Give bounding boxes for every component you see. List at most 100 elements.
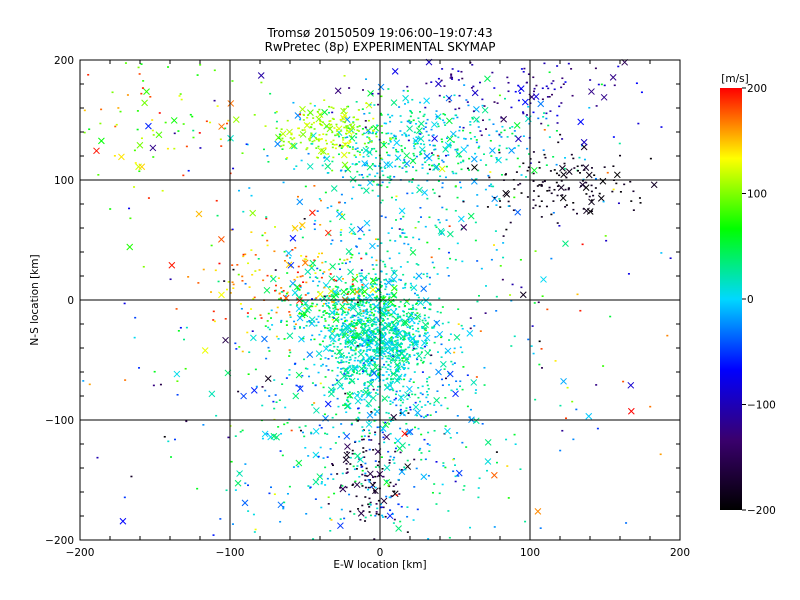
- data-point-dot: [404, 373, 407, 376]
- data-point-dot: [349, 347, 352, 349]
- data-point-dot: [353, 513, 356, 515]
- data-point-dot: [383, 441, 386, 444]
- data-point-dot: [416, 362, 419, 365]
- data-point-dot: [266, 239, 269, 242]
- data-point-dot: [330, 243, 333, 245]
- data-point-dot: [387, 113, 390, 116]
- data-point-dot: [495, 451, 498, 453]
- data-point-dot: [473, 135, 476, 138]
- data-point-dot: [495, 249, 498, 251]
- data-point-dot: [529, 158, 532, 160]
- data-point-cross: [406, 385, 413, 393]
- data-point-dot: [350, 300, 353, 302]
- data-point-dot: [333, 327, 336, 330]
- data-point-dot: [185, 420, 188, 423]
- data-point-dot: [462, 160, 465, 163]
- data-point-dot: [409, 325, 412, 328]
- data-point-dot: [352, 465, 355, 468]
- data-point-dot: [360, 318, 363, 321]
- data-point-cross: [195, 210, 203, 218]
- data-point-dot: [363, 398, 366, 401]
- data-point-dot: [517, 184, 520, 186]
- data-point-dot: [246, 312, 249, 314]
- data-point-dot: [413, 341, 416, 343]
- data-point-dot: [459, 161, 462, 164]
- data-point-dot: [375, 283, 378, 286]
- data-point-dot: [340, 240, 343, 242]
- data-point-dot: [305, 123, 308, 125]
- data-point-dot: [374, 157, 377, 159]
- data-point-dot: [384, 300, 387, 302]
- data-point-dot: [299, 285, 302, 287]
- data-point-cross: [393, 361, 401, 369]
- data-point-dot: [87, 73, 90, 76]
- data-point-dot: [375, 150, 378, 153]
- data-point-dot: [375, 355, 378, 357]
- data-point-dot: [346, 341, 349, 343]
- data-point-dot: [378, 372, 381, 374]
- data-point-dot: [429, 414, 432, 417]
- data-point-dot: [333, 144, 336, 146]
- data-point-dot: [286, 157, 289, 159]
- data-point-dot: [341, 146, 344, 148]
- data-point-dot: [330, 106, 333, 109]
- data-point-dot: [447, 275, 450, 277]
- data-point-dot: [444, 124, 447, 126]
- data-point-dot: [232, 167, 235, 170]
- y-tick-label: 200: [54, 55, 74, 67]
- data-point-dot: [395, 494, 398, 496]
- data-point-dot: [317, 145, 320, 148]
- data-point-dot: [445, 219, 448, 221]
- data-point-dot: [360, 257, 363, 260]
- data-point-dot: [475, 139, 478, 141]
- data-point-cross: [357, 225, 364, 233]
- data-point-dot: [433, 325, 436, 328]
- data-point-dot: [344, 332, 347, 334]
- data-point-dot: [152, 384, 155, 387]
- data-point-dot: [285, 320, 288, 323]
- data-point-dot: [374, 133, 377, 135]
- data-point-dot: [582, 208, 585, 210]
- data-point-dot: [401, 134, 404, 136]
- data-point-dot: [363, 132, 366, 135]
- data-point-dot: [349, 253, 352, 255]
- data-point-dot: [331, 464, 334, 467]
- data-point-dot: [532, 180, 535, 182]
- data-point-dot: [317, 315, 320, 318]
- data-point-dot: [550, 257, 553, 260]
- data-point-dot: [351, 449, 354, 452]
- data-point-dot: [357, 407, 360, 410]
- data-point-dot: [585, 181, 588, 184]
- data-point-cross: [470, 379, 478, 386]
- data-point-dot: [428, 144, 431, 146]
- data-point-dot: [367, 321, 370, 324]
- data-point-dot: [324, 260, 327, 263]
- data-point-dot: [371, 340, 374, 343]
- data-point-dot: [329, 126, 332, 129]
- data-point-dot: [461, 260, 464, 263]
- data-point-dot: [466, 167, 469, 170]
- data-point-dot: [632, 209, 635, 211]
- data-point-dot: [261, 437, 264, 440]
- data-point-dot: [387, 396, 390, 399]
- data-point-dot: [415, 347, 418, 350]
- data-point-dot: [173, 438, 176, 441]
- data-point-dot: [438, 94, 441, 97]
- data-point-dot: [370, 324, 373, 326]
- data-point-dot: [373, 361, 376, 364]
- data-point-dot: [559, 404, 562, 407]
- data-point-cross: [336, 210, 343, 218]
- data-point-dot: [313, 363, 316, 366]
- data-point-dot: [441, 140, 444, 143]
- data-point-dot: [408, 380, 411, 382]
- data-point-dot: [520, 68, 523, 70]
- data-point-dot: [386, 293, 389, 296]
- data-point-dot: [381, 468, 384, 470]
- data-point-dot: [202, 424, 205, 426]
- data-point-dot: [321, 363, 324, 366]
- data-point-dot: [436, 123, 439, 125]
- data-point-dot: [247, 510, 250, 512]
- data-point-dot: [333, 310, 336, 313]
- x-tick-label: 0: [377, 547, 384, 559]
- data-point-dot: [371, 132, 374, 135]
